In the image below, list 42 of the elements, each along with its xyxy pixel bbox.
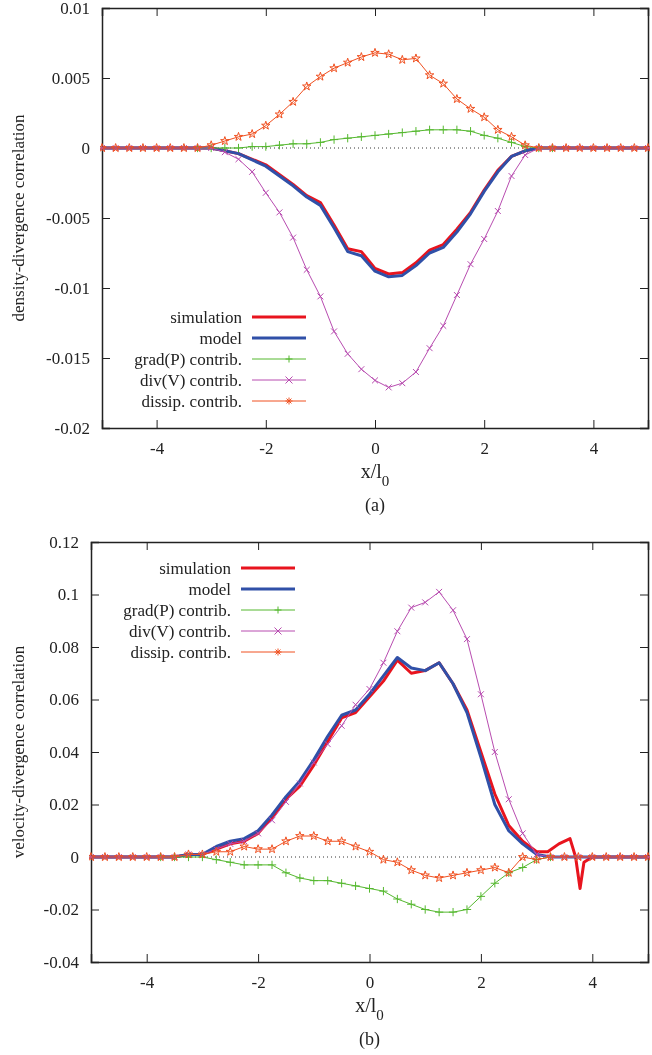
legend-label: div(V) contrib.: [140, 371, 242, 390]
x-tick-label: 2: [480, 439, 489, 459]
legend-label: div(V) contrib.: [129, 622, 231, 641]
y-tick-label: 0.1: [57, 585, 79, 605]
legend-label: model: [199, 329, 243, 348]
y-tick-label: 0.04: [49, 742, 80, 762]
y-axis-title: velocity-divergence correlation: [9, 645, 28, 859]
x-tick-label: -2: [259, 439, 274, 459]
y-tick-label: -0.01: [54, 278, 90, 298]
y-tick-label: -0.005: [46, 208, 90, 228]
y-tick-label: 0.12: [49, 532, 79, 552]
y-tick-label: -0.015: [46, 348, 90, 368]
legend-label: model: [188, 580, 232, 599]
legend-label: simulation: [170, 308, 243, 327]
legend-label: dissip. contrib.: [130, 643, 231, 662]
y-tick-label: 0.02: [49, 795, 79, 815]
y-tick-label: 0: [81, 138, 90, 158]
legend-label: grad(P) contrib.: [134, 350, 242, 369]
y-tick-label: 0.005: [51, 68, 90, 88]
y-tick-label: 0: [70, 847, 79, 867]
x-tick-label: 0: [365, 973, 375, 993]
y-tick-label: 0.06: [49, 690, 79, 710]
x-tick-label: -4: [150, 439, 165, 459]
x-tick-label: -4: [140, 973, 155, 993]
legend-label: simulation: [159, 559, 232, 578]
legend-label: dissip. contrib.: [141, 392, 242, 411]
x-tick-label: -2: [251, 973, 266, 993]
x-tick-label: 2: [477, 973, 486, 993]
legend-label: grad(P) contrib.: [123, 601, 231, 620]
x-axis-title: x/l$_{0}$: [360, 460, 390, 489]
y-tick-label: -0.02: [54, 418, 90, 438]
x-tick-label: 4: [588, 973, 598, 993]
y-tick-label: -0.02: [43, 900, 79, 920]
y-tick-label: -0.04: [43, 952, 80, 972]
text: (b): [359, 1029, 380, 1050]
y-axis-title: density-divergence correlation: [9, 114, 28, 322]
y-tick-label: 0.01: [60, 0, 90, 18]
x-axis-title: x/l$_{0}$: [355, 994, 384, 1023]
x-tick-label: 0: [371, 439, 380, 459]
y-tick-label: 0.08: [49, 637, 79, 657]
x-tick-label: 4: [589, 439, 599, 459]
text: (a): [365, 495, 385, 516]
